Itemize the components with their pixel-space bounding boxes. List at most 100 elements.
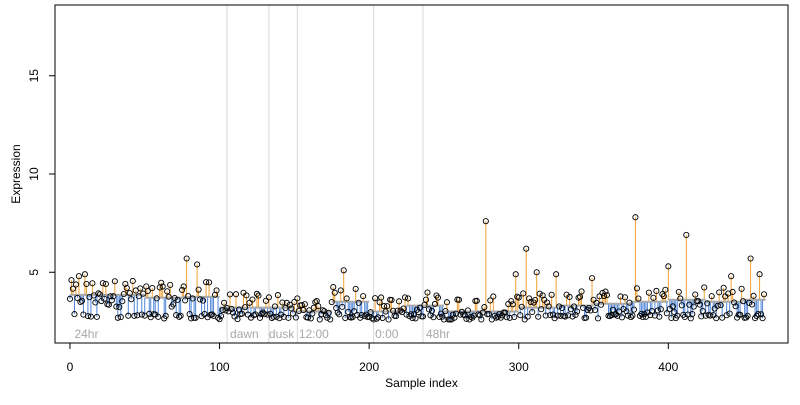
data-point xyxy=(737,311,744,318)
data-point xyxy=(182,297,189,304)
data-point xyxy=(726,310,733,317)
data-point xyxy=(708,293,715,300)
data-point xyxy=(729,288,736,296)
data-point xyxy=(140,290,147,297)
data-point xyxy=(574,308,581,315)
data-point xyxy=(114,314,121,321)
data-point xyxy=(213,287,220,294)
data-point xyxy=(292,314,299,321)
data-point xyxy=(557,312,564,319)
data-point xyxy=(409,315,416,322)
data-point xyxy=(111,278,118,285)
data-point xyxy=(108,297,115,304)
data-point xyxy=(144,288,151,295)
data-point xyxy=(452,310,459,317)
data-point xyxy=(603,292,611,299)
data-point xyxy=(487,297,494,304)
data-point xyxy=(105,301,112,308)
data-point xyxy=(340,267,347,274)
data-point xyxy=(264,311,271,318)
data-point xyxy=(336,311,343,318)
data-point xyxy=(647,311,654,319)
data-point xyxy=(372,295,379,302)
data-point xyxy=(351,308,358,315)
data-point xyxy=(617,293,624,300)
data-point xyxy=(511,313,518,320)
data-point xyxy=(400,305,407,312)
data-point xyxy=(659,291,666,298)
data-point xyxy=(352,285,359,292)
data-point xyxy=(301,301,308,308)
data-point xyxy=(597,301,605,308)
data-point xyxy=(203,279,210,286)
data-point xyxy=(618,314,626,321)
data-point xyxy=(328,298,335,306)
data-point xyxy=(755,311,762,318)
data-point xyxy=(645,289,652,296)
data-point xyxy=(677,295,684,302)
data-point xyxy=(629,312,636,319)
y-axis-title: Expression xyxy=(9,144,23,203)
data-point xyxy=(425,306,433,313)
data-point xyxy=(167,281,174,288)
data-point xyxy=(419,313,427,320)
data-point xyxy=(633,285,640,292)
data-point xyxy=(325,309,332,316)
data-point xyxy=(309,310,316,317)
data-point xyxy=(327,316,334,323)
data-point xyxy=(200,297,207,304)
data-point xyxy=(403,311,410,318)
data-point xyxy=(559,304,566,312)
data-point xyxy=(443,299,450,306)
data-point xyxy=(678,302,685,309)
data-point xyxy=(285,314,292,321)
data-point xyxy=(696,301,703,308)
data-point xyxy=(524,313,531,320)
data-point xyxy=(155,313,162,320)
data-point xyxy=(538,306,545,313)
data-point xyxy=(422,296,430,303)
data-point xyxy=(704,300,711,307)
data-point xyxy=(578,288,585,295)
data-point xyxy=(265,294,272,301)
data-point xyxy=(174,296,181,303)
data-point xyxy=(702,312,709,319)
data-point xyxy=(668,314,675,321)
data-point xyxy=(291,298,298,305)
data-point xyxy=(165,293,172,300)
data-point xyxy=(270,313,277,320)
data-point xyxy=(695,298,702,305)
data-point xyxy=(146,310,153,317)
data-point xyxy=(481,304,488,311)
data-point xyxy=(648,308,655,315)
stem-group xyxy=(69,217,765,320)
data-point xyxy=(517,312,524,319)
data-point xyxy=(246,299,253,306)
data-point xyxy=(122,280,129,287)
y-tick-label: 15 xyxy=(27,69,41,83)
data-point xyxy=(138,311,145,318)
data-point xyxy=(68,277,75,284)
data-point xyxy=(194,261,201,268)
data-point xyxy=(255,292,262,299)
y-tick-label: 5 xyxy=(27,269,41,276)
data-point xyxy=(159,283,166,290)
data-point xyxy=(258,310,265,318)
data-point xyxy=(626,299,633,306)
data-point xyxy=(69,285,77,292)
data-point xyxy=(95,290,102,297)
data-point xyxy=(153,295,160,302)
data-point xyxy=(635,295,642,302)
data-point xyxy=(464,307,471,314)
data-point xyxy=(256,314,263,321)
data-point xyxy=(663,310,670,317)
data-point xyxy=(137,285,144,292)
data-point xyxy=(120,290,127,298)
data-point xyxy=(437,310,444,317)
data-point xyxy=(630,306,637,313)
data-point xyxy=(461,312,468,319)
data-point xyxy=(249,296,256,303)
data-point xyxy=(744,312,751,319)
data-point xyxy=(449,311,456,318)
